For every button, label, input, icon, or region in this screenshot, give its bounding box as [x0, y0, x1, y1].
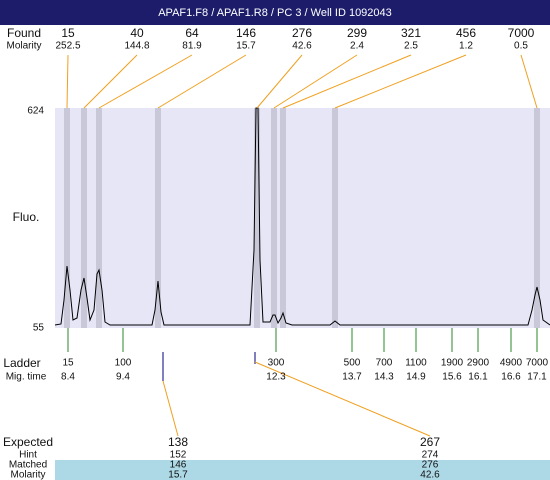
ladder-size: 7000	[526, 358, 549, 369]
ladder-size: 4900	[500, 358, 523, 369]
peak-connector	[334, 54, 467, 109]
found-molarity: 144.8	[124, 41, 149, 52]
title: APAF1.F8 / APAF1.R8 / PC 3 / Well ID 109…	[158, 7, 392, 19]
plot-area	[55, 108, 550, 328]
title-bar	[0, 0, 550, 25]
peak-band	[155, 108, 161, 328]
peak-connector	[157, 54, 247, 109]
peak-connector	[273, 54, 358, 109]
ladder-time: 14.9	[406, 372, 426, 383]
ladder-time: 17.1	[527, 372, 547, 383]
found-size: 299	[347, 26, 367, 40]
molarity-label: Molarity	[6, 41, 41, 52]
ladder-size: 1900	[441, 358, 464, 369]
found-molarity: 15.7	[236, 41, 256, 52]
ladder-size: 1100	[405, 358, 427, 369]
found-label: Found	[7, 26, 41, 40]
hint-size: 274	[422, 450, 439, 461]
ladder-size: 300	[268, 358, 285, 369]
matched-size: 146	[170, 460, 187, 471]
molarity-label: Molarity	[10, 470, 45, 480]
ladder-time: 16.1	[468, 372, 488, 383]
mig-time-label: Mig. time	[6, 372, 47, 383]
found-size: 15	[61, 26, 75, 40]
hint-size: 152	[170, 450, 187, 461]
peak-band	[81, 108, 87, 328]
peak-band	[64, 108, 70, 328]
peak-connector	[282, 54, 412, 109]
matched-molarity: 15.7	[168, 470, 188, 480]
ladder-size: 100	[115, 358, 132, 369]
peak-band	[96, 108, 102, 328]
y-bottom-label: 55	[33, 323, 45, 334]
ladder-size: 15	[62, 358, 74, 369]
ladder-time: 14.3	[374, 372, 394, 383]
expected-size: 267	[420, 435, 440, 449]
found-size: 276	[292, 26, 312, 40]
hint-label: Hint	[19, 450, 37, 461]
expected-size: 138	[168, 435, 188, 449]
matched-highlight	[55, 460, 550, 480]
peak-band	[254, 108, 260, 328]
peak-band	[332, 108, 338, 328]
trace	[54, 107, 550, 326]
found-size: 146	[236, 26, 256, 40]
connector	[162, 380, 179, 437]
matched-molarity: 42.6	[420, 470, 440, 480]
found-molarity: 2.5	[404, 41, 418, 52]
found-molarity: 42.6	[292, 41, 312, 52]
ladder-time: 9.4	[116, 372, 130, 383]
ladder-size: 2900	[467, 358, 490, 369]
found-molarity: 1.2	[459, 41, 473, 52]
connector	[254, 361, 431, 437]
found-size: 7000	[508, 26, 535, 40]
found-molarity: 81.9	[182, 41, 202, 52]
ladder-time: 12.3	[266, 372, 286, 383]
peak-connector	[256, 54, 303, 109]
matched-label: Matched	[9, 460, 47, 471]
found-size: 321	[401, 26, 421, 40]
ladder-size: 700	[376, 358, 393, 369]
found-molarity: 2.4	[350, 41, 364, 52]
y-axis-label: Fluo.	[13, 210, 40, 224]
ladder-time: 16.6	[501, 372, 521, 383]
ladder-label: Ladder	[3, 356, 40, 370]
found-size: 40	[130, 26, 144, 40]
ladder-time: 15.6	[442, 372, 462, 383]
matched-size: 276	[422, 460, 439, 471]
peak-connector	[83, 54, 138, 109]
found-size: 64	[185, 26, 199, 40]
peak-band	[271, 108, 277, 328]
peak-connector	[66, 54, 69, 109]
found-molarity: 252.5	[55, 41, 80, 52]
ladder-time: 8.4	[61, 372, 75, 383]
ladder-size: 500	[344, 358, 361, 369]
peak-band	[280, 108, 286, 328]
peak-band	[534, 108, 540, 328]
found-molarity: 0.5	[514, 41, 528, 52]
y-top-label: 624	[27, 106, 44, 117]
found-size: 456	[456, 26, 476, 40]
ladder-time: 13.7	[342, 372, 362, 383]
peak-connector	[98, 54, 193, 109]
expected-label: Expected	[3, 435, 53, 449]
peak-connector	[520, 54, 538, 109]
